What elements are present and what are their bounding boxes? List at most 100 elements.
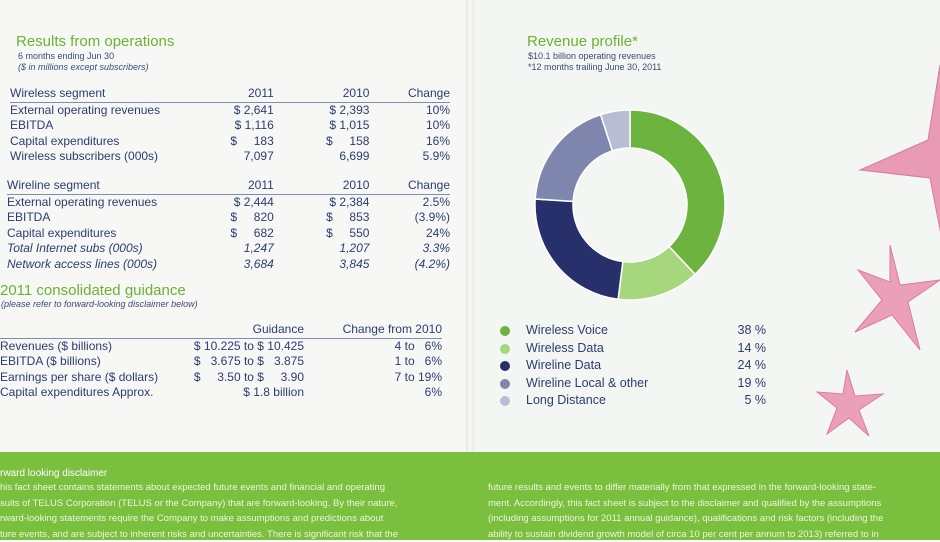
wireline-cell-change: (3.9%) xyxy=(369,210,450,226)
wireline-cell-2010: $ 2,384 xyxy=(274,194,370,210)
wireline-cell-change: (4.2%) xyxy=(369,257,450,273)
revenue-title: Revenue profile* xyxy=(527,33,638,50)
guidance-cell-label: EBITDA ($ billions) xyxy=(0,354,172,370)
wireless-cell-2010: $ 158 xyxy=(274,134,370,150)
disclaimer-right-text: future results and events to differ mate… xyxy=(488,480,938,542)
legend-swatch-icon xyxy=(500,396,510,406)
wireline-cell-2011: $ 2,444 xyxy=(211,194,273,210)
legend-swatch-icon xyxy=(500,344,510,354)
legend-label: Wireless Data xyxy=(526,341,604,355)
wireline-row: External operating revenues$ 2,444$ 2,38… xyxy=(7,194,450,210)
wireline-cell-2011: 3,684 xyxy=(211,257,273,273)
wireline-cell-label: Network access lines (000s) xyxy=(7,257,211,273)
legend-swatch-icon xyxy=(500,361,510,371)
wireline-header-row: Wireline segment 2011 2010 Change xyxy=(7,178,450,194)
wireless-cell-label: Capital expenditures xyxy=(10,134,211,150)
wireless-cell-2010: $ 1,015 xyxy=(274,118,370,134)
guidance-cell-range: $ 3.675 to $ 3.875 xyxy=(172,354,304,370)
wireline-cell-label: Total Internet subs (000s) xyxy=(7,241,211,257)
wireless-cell-2011: $ 2,641 xyxy=(211,102,273,118)
wireless-cell-change: 5.9% xyxy=(369,149,450,165)
wireline-cell-2010: 1,207 xyxy=(274,241,370,257)
wireless-cell-change: 10% xyxy=(369,118,450,134)
guidance-cell-change: 1 to 6% xyxy=(304,354,442,370)
guidance-cell-change: 4 to 6% xyxy=(304,338,442,354)
guidance-header-blank xyxy=(0,322,172,338)
wireline-cell-2011: 1,247 xyxy=(211,241,273,257)
wireline-cell-2010: $ 550 xyxy=(274,226,370,242)
legend-value: 38 % xyxy=(738,323,767,337)
wireless-cell-label: EBITDA xyxy=(10,118,211,134)
guidance-subtitle: (please refer to forward-looking disclai… xyxy=(1,299,198,309)
legend-item: Wireline Data 24 % xyxy=(496,357,766,375)
guidance-header-change: Change from 2010 xyxy=(304,322,442,338)
legend-value: 24 % xyxy=(738,358,767,372)
disclaimer-left-line: his fact sheet contains statements about… xyxy=(0,480,460,496)
wireless-header-row: Wireless segment 2011 2010 Change xyxy=(10,86,450,102)
wireless-cell-2010: 6,699 xyxy=(274,149,370,165)
wireless-row: External operating revenues$ 2,641$ 2,39… xyxy=(10,102,450,118)
guidance-row: Earnings per share ($ dollars)$ 3.50 to … xyxy=(0,370,442,386)
legend-value: 5 % xyxy=(744,393,766,407)
wireline-row: EBITDA$ 820$ 853(3.9%) xyxy=(7,210,450,226)
guidance-cell-change: 7 to 19% xyxy=(304,370,442,386)
revenue-subtitle-period: *12 months trailing June 30, 2011 xyxy=(528,62,661,72)
guidance-cell-range: $ 1.8 billion xyxy=(172,385,304,401)
guidance-cell-label: Revenues ($ billions) xyxy=(0,338,172,354)
disclaimer-title: rward looking disclaimer xyxy=(0,468,107,479)
legend-value: 14 % xyxy=(738,341,767,355)
legend-label: Long Distance xyxy=(526,393,606,407)
wireless-header-label: Wireless segment xyxy=(10,86,211,102)
wireline-cell-change: 2.5% xyxy=(369,194,450,210)
disclaimer-right-line: future results and events to differ mate… xyxy=(488,480,938,496)
wireless-cell-2011: 7,097 xyxy=(211,149,273,165)
guidance-header-row: Guidance Change from 2010 xyxy=(0,322,442,338)
results-subtitle-period: 6 months ending Jun 30 xyxy=(18,51,114,61)
wireline-table: Wireline segment 2011 2010 Change Extern… xyxy=(7,178,450,272)
guidance-cell-range: $ 10.225 to $ 10.425 xyxy=(172,338,304,354)
wireline-cell-label: EBITDA xyxy=(7,210,211,226)
legend-label: Wireline Data xyxy=(526,358,601,372)
revenue-subtitle-total: $10.1 billion operating revenues xyxy=(528,51,656,61)
donut-slice xyxy=(630,110,725,274)
wireless-cell-label: External operating revenues xyxy=(10,102,211,118)
wireless-cell-change: 16% xyxy=(369,134,450,150)
legend-value: 19 % xyxy=(738,376,767,390)
wireline-cell-change: 24% xyxy=(369,226,450,242)
wireline-cell-label: Capital expenditures xyxy=(7,226,211,242)
legend-item: Long Distance 5 % xyxy=(496,392,766,410)
revenue-donut-chart xyxy=(530,105,730,305)
wireline-header-change: Change xyxy=(369,178,450,194)
donut-slice xyxy=(535,115,612,202)
guidance-row: Revenues ($ billions)$ 10.225 to $ 10.42… xyxy=(0,338,442,354)
legend-label: Wireless Voice xyxy=(526,323,608,337)
results-subtitle-units: ($ in millions except subscribers) xyxy=(18,62,149,72)
wireline-cell-2010: 3,845 xyxy=(274,257,370,273)
guidance-cell-label: Earnings per share ($ dollars) xyxy=(0,370,172,386)
legend-swatch-icon xyxy=(500,326,510,336)
wireless-cell-2011: $ 1,116 xyxy=(211,118,273,134)
guidance-header-guidance: Guidance xyxy=(172,322,304,338)
disclaimer-right-line: ment. Accordingly, this fact sheet is su… xyxy=(488,496,938,512)
wireline-header-label: Wireline segment xyxy=(7,178,211,194)
wireless-header-change: Change xyxy=(369,86,450,102)
wireline-cell-2011: $ 682 xyxy=(211,226,273,242)
guidance-cell-label: Capital expenditures Approx. xyxy=(0,385,172,401)
wireless-cell-label: Wireless subscribers (000s) xyxy=(10,149,211,165)
guidance-cell-range: $ 3.50 to $ 3.90 xyxy=(172,370,304,386)
results-title: Results from operations xyxy=(16,33,174,50)
wireline-cell-2011: $ 820 xyxy=(211,210,273,226)
starfish-large-icon xyxy=(850,60,940,260)
disclaimer-left-line: sults of TELUS Corporation (TELUS or the… xyxy=(0,496,460,512)
donut-slice xyxy=(535,199,623,299)
legend-swatch-icon xyxy=(500,379,510,389)
wireline-cell-change: 3.3% xyxy=(369,241,450,257)
disclaimer-right-line: (including assumptions for 2011 annual g… xyxy=(488,511,938,527)
